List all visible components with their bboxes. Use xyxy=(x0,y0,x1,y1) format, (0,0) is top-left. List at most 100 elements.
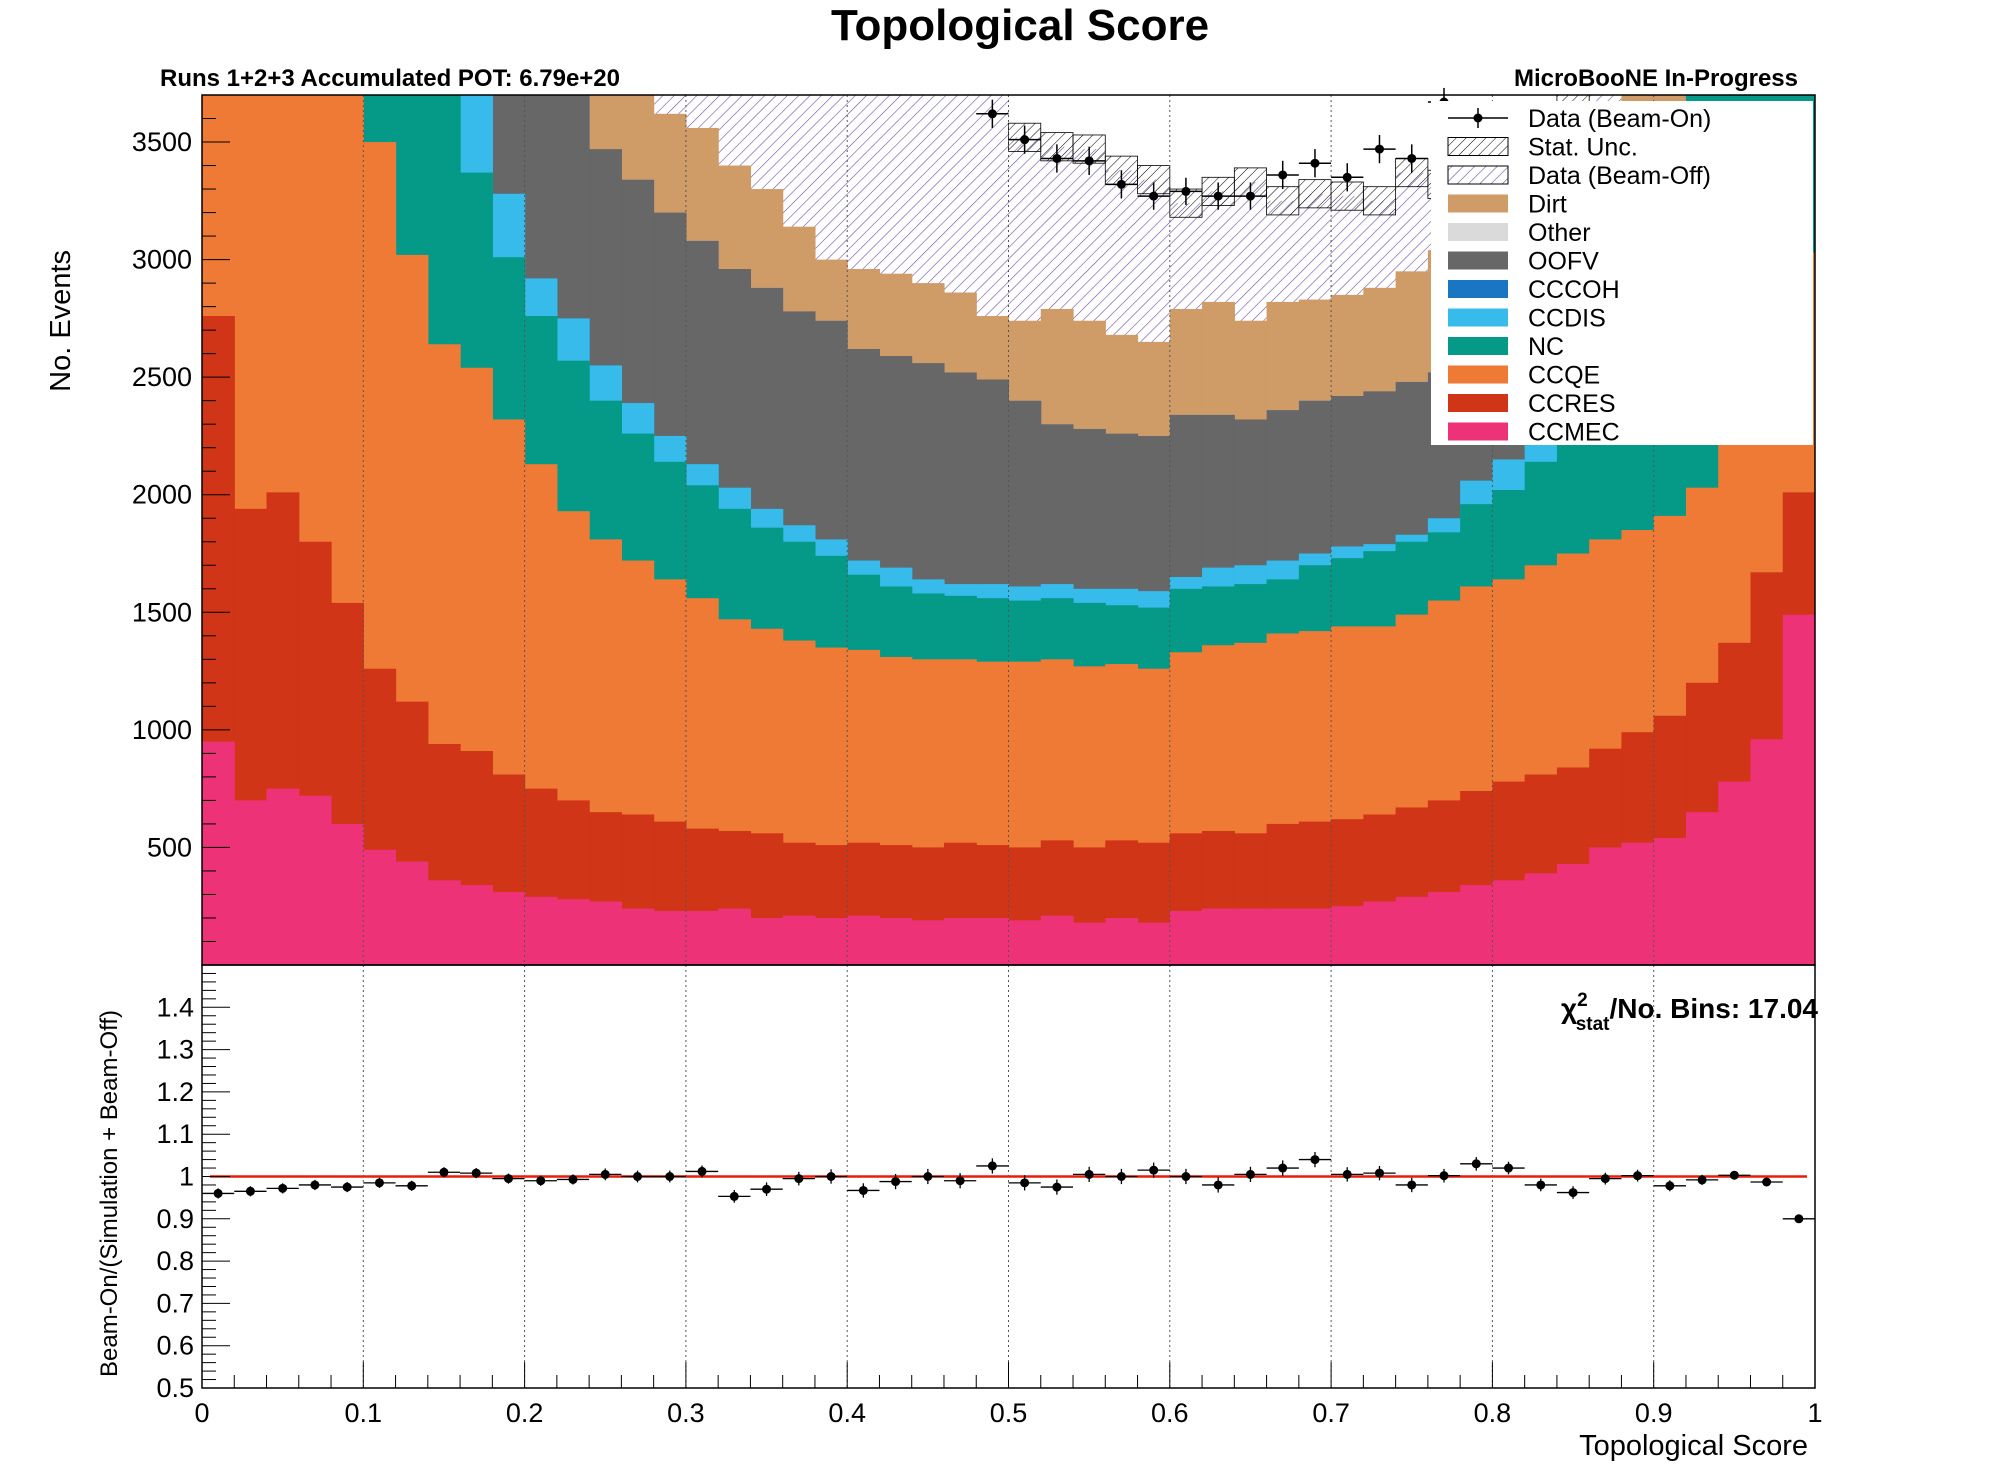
legend-swatch-ccmec xyxy=(1448,422,1508,441)
bar-ccmec xyxy=(1395,896,1429,965)
bar-ccmec xyxy=(1169,910,1203,965)
data-point xyxy=(1020,135,1030,145)
ratio-point xyxy=(1149,1165,1159,1175)
top-y-tick-label: 1000 xyxy=(132,715,192,745)
bar-ccmec xyxy=(1234,908,1268,965)
ratio-point xyxy=(891,1177,901,1187)
x-tick-label: 0.6 xyxy=(1151,1398,1189,1428)
top-y-axis-label: No. Events xyxy=(45,250,77,392)
ratio-point xyxy=(278,1183,288,1193)
bar-ccmec xyxy=(718,908,752,965)
chi2-rest: /No. Bins: 17.04 xyxy=(1609,993,1818,1024)
x-tick-label: 1 xyxy=(1807,1398,1822,1428)
data-point xyxy=(1116,179,1126,189)
bar-ccmec xyxy=(395,861,429,965)
chi2-label: χ2 stat/No. Bins: 17.04 xyxy=(1561,990,1818,1035)
legend-label-ccdis: CCDIS xyxy=(1528,305,1606,333)
bar-ccmec xyxy=(1363,901,1397,965)
ratio-point xyxy=(1794,1214,1804,1224)
ratio-point xyxy=(794,1174,804,1184)
bar-ccmec xyxy=(427,880,461,965)
ratio-point xyxy=(1504,1163,1514,1173)
ratio-point xyxy=(471,1168,481,1178)
bar-ccmec xyxy=(1556,863,1590,965)
data-point xyxy=(1149,191,1159,201)
bar-ccmec xyxy=(1266,908,1300,965)
top-y-tick-label: 1500 xyxy=(132,597,192,627)
bar-ccmec xyxy=(1685,812,1719,965)
bar-ccmec xyxy=(266,788,300,965)
bottom-y-tick-label: 0.9 xyxy=(156,1204,194,1234)
bar-ccmec xyxy=(782,915,816,965)
x-tick-label: 0.3 xyxy=(667,1398,705,1428)
ratio-point xyxy=(600,1169,610,1179)
ratio-point xyxy=(1052,1182,1062,1192)
bar-ccmec xyxy=(1105,917,1139,965)
top-y-tick-label: 3000 xyxy=(132,245,192,275)
bar-ccmec xyxy=(750,917,784,965)
legend-label-stat-unc: Stat. Unc. xyxy=(1528,134,1638,162)
stat-unc-band xyxy=(1266,186,1300,216)
ratio-point xyxy=(665,1172,675,1181)
legend-swatch-ccdis xyxy=(1448,308,1508,327)
ratio-point xyxy=(1568,1188,1578,1198)
data-point xyxy=(1245,191,1255,201)
bar-ccmec xyxy=(556,899,590,965)
ratio-point xyxy=(858,1185,868,1195)
bar-ccmec xyxy=(524,896,558,965)
ratio-point xyxy=(1762,1177,1772,1187)
bar-ccmec xyxy=(1621,842,1655,965)
ratio-point xyxy=(310,1180,320,1190)
bar-ccmec xyxy=(976,917,1010,965)
data-point xyxy=(1052,153,1062,163)
legend-label-data-beam-off: Data (Beam-Off) xyxy=(1528,162,1711,190)
ratio-point xyxy=(503,1174,513,1184)
x-tick-label: 0.4 xyxy=(828,1398,866,1428)
bar-ccmec xyxy=(847,915,881,965)
ratio-point xyxy=(1020,1178,1030,1188)
bar-ccmec xyxy=(460,885,493,965)
ratio-point xyxy=(407,1181,417,1191)
ratio-point xyxy=(633,1172,643,1181)
bottom-y-tick-label: 0.6 xyxy=(156,1331,194,1361)
ratio-point xyxy=(697,1166,707,1176)
ratio-point xyxy=(762,1184,772,1194)
legend-label-data-beam-on: Data (Beam-On) xyxy=(1528,105,1711,133)
legend-swatch-data-beam-off xyxy=(1447,165,1509,185)
legend-label-other: Other xyxy=(1528,219,1591,247)
bar-ccmec xyxy=(943,917,977,965)
ratio-point xyxy=(1310,1155,1320,1165)
bar-ccmec xyxy=(879,917,913,965)
legend-label-oofv: OOFV xyxy=(1528,248,1599,276)
ratio-point xyxy=(1342,1169,1352,1179)
legend-box xyxy=(1431,101,1813,445)
chi2-sub: stat xyxy=(1576,1014,1610,1035)
legend-swatch-other xyxy=(1448,223,1508,241)
data-point xyxy=(1084,156,1094,166)
ratio-point xyxy=(1729,1170,1739,1180)
x-tick-label: 0.7 xyxy=(1312,1398,1350,1428)
legend-label-ccqe: CCQE xyxy=(1528,362,1600,390)
bar-ccmec xyxy=(1298,908,1332,965)
bar-ccmec xyxy=(814,917,848,965)
legend-swatch-oofv xyxy=(1448,251,1508,270)
ratio-point xyxy=(1245,1169,1255,1179)
stat-unc-band xyxy=(1362,186,1397,216)
bar-ccmec xyxy=(653,910,687,965)
bar-ccmec xyxy=(1524,873,1558,965)
bar-ccmec xyxy=(1782,614,1815,965)
bar-ccmec xyxy=(363,849,397,965)
ratio-point xyxy=(1471,1159,1481,1169)
chi2-sup: 2 xyxy=(1577,990,1588,1011)
x-tick-label: 0.5 xyxy=(990,1398,1028,1428)
bar-ccmec xyxy=(1492,880,1526,965)
ratio-point xyxy=(826,1172,836,1181)
ratio-point xyxy=(342,1182,352,1192)
data-point xyxy=(1374,144,1384,154)
bar-ccmec xyxy=(331,823,364,965)
ratio-point xyxy=(374,1178,384,1188)
legend-swatch-nc xyxy=(1448,337,1508,355)
ratio-point xyxy=(1665,1181,1675,1191)
bar-ccmec xyxy=(1460,885,1493,965)
bottom-y-tick-label: 1.3 xyxy=(156,1035,194,1065)
